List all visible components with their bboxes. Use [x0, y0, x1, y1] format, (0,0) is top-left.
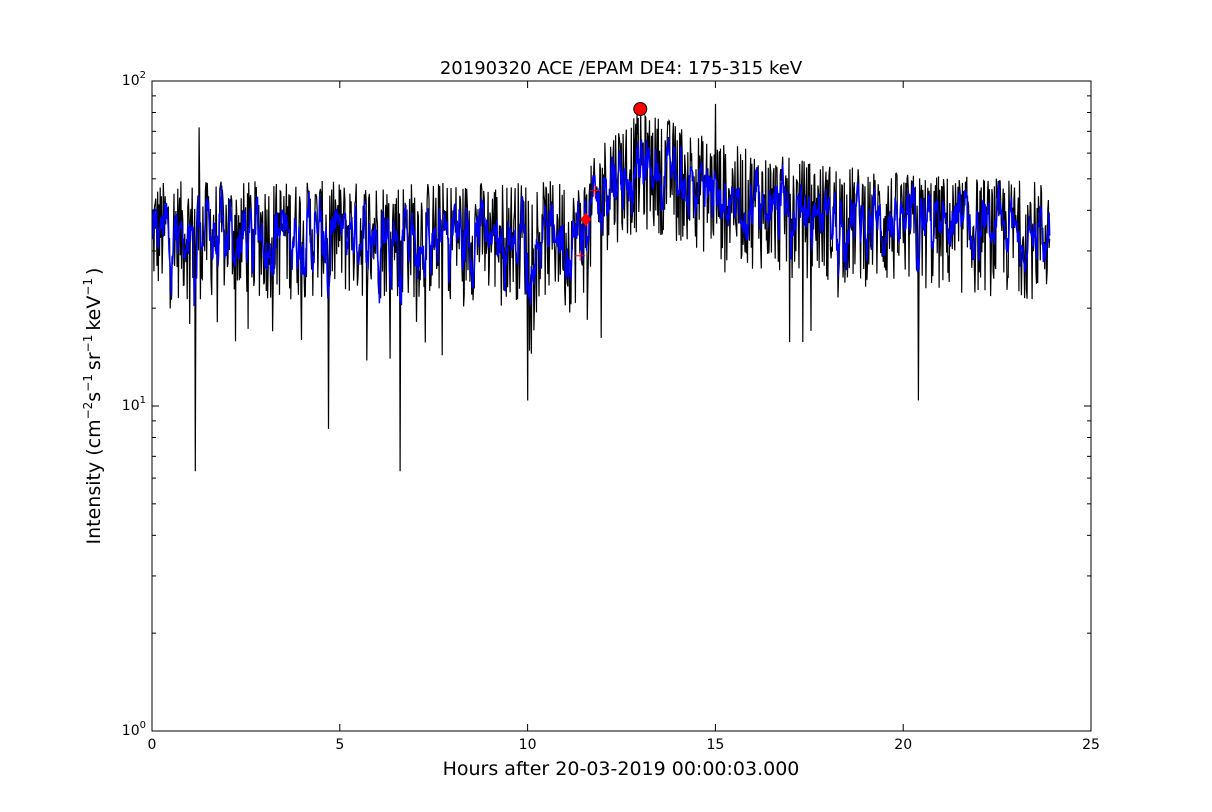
plus-marker-3	[590, 185, 601, 196]
x-tick-label-25: 25	[1082, 737, 1100, 753]
x-tick-label-10: 10	[519, 737, 537, 753]
peak-circle-marker	[633, 102, 648, 117]
marker-layer	[575, 102, 648, 261]
y-tick-label-10: 101	[122, 395, 146, 414]
x-axis: 0 5 10 15 20 25	[148, 81, 1100, 753]
series-smoothed-line	[152, 136, 1051, 307]
x-tick-label-20: 20	[894, 737, 912, 753]
y-tick-label-100: 102	[122, 70, 146, 89]
y-axis-label: Intensity (cm−2s−1sr−1keV−1)	[81, 268, 105, 545]
y-axis: 100 101 102	[122, 70, 1091, 739]
onset-diamond-marker	[580, 212, 592, 227]
series-layer	[152, 103, 1051, 472]
x-tick-label-5: 5	[335, 737, 344, 753]
x-tick-label-0: 0	[148, 737, 157, 753]
x-axis-label: Hours after 20-03-2019 00:00:03.000	[443, 758, 800, 780]
series-raw-line	[152, 103, 1051, 472]
y-tick-label-1: 100	[122, 720, 146, 739]
chart-title: 20190320 ACE /EPAM DE4: 175-315 keV	[440, 58, 803, 79]
plus-marker-2	[575, 250, 586, 261]
x-tick-label-15: 15	[706, 737, 724, 753]
